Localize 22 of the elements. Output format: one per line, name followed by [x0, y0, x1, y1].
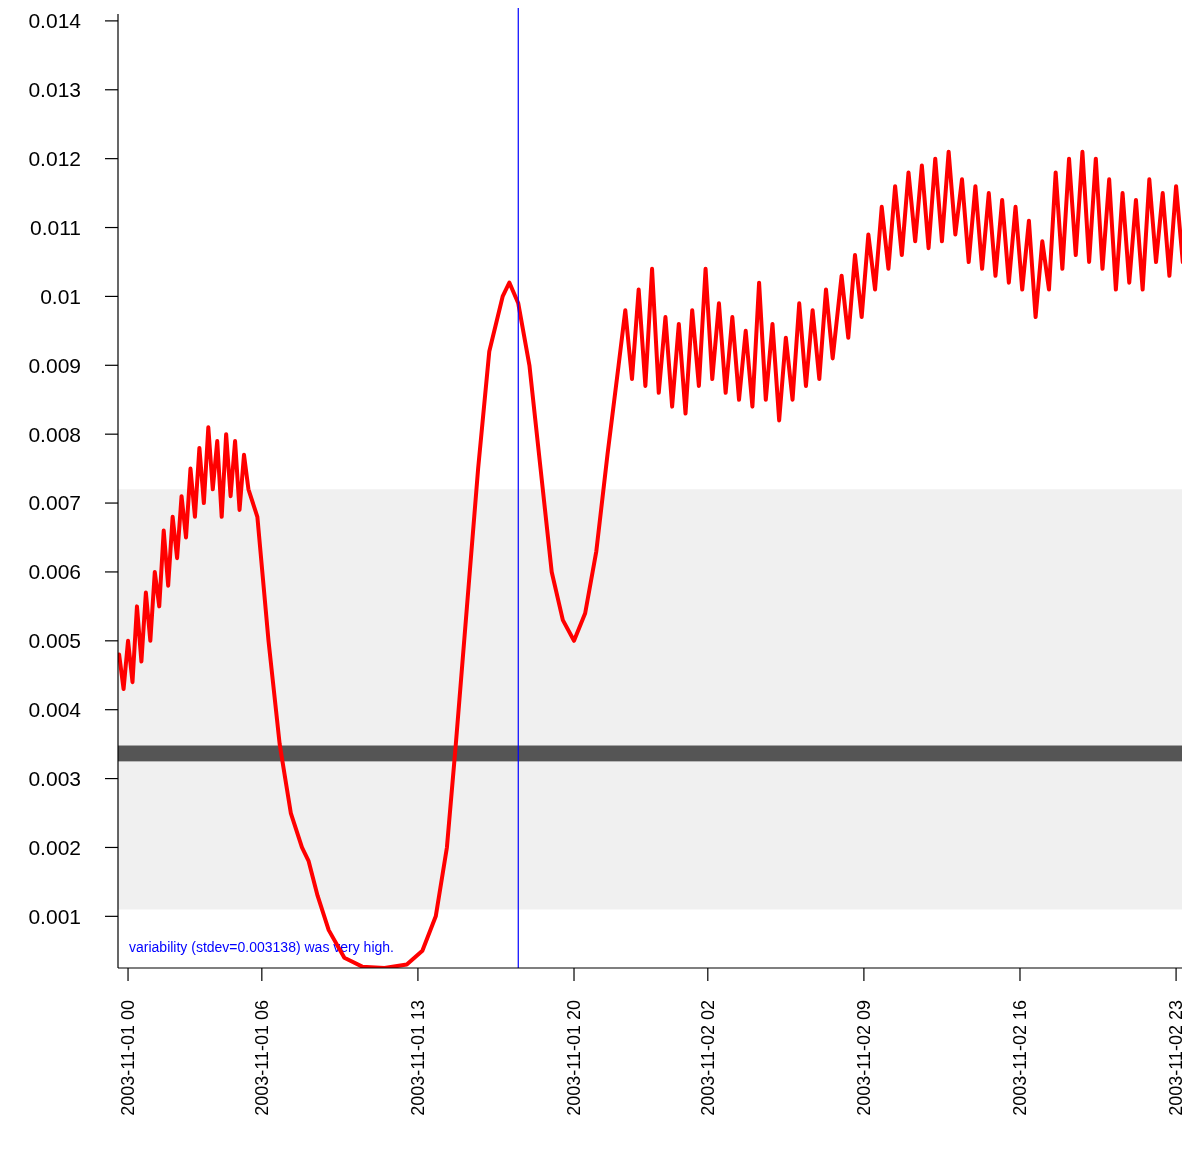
x-tick-label: 2003-11-02 02 — [698, 1000, 719, 1116]
y-tick-label: 0.006 — [28, 560, 81, 584]
y-tick-label: 0.002 — [28, 835, 81, 859]
y-tick-label: 0.004 — [28, 698, 82, 722]
y-tick-label: 0.012 — [28, 147, 81, 170]
x-tick-label: 2003-11-01 06 — [252, 1000, 273, 1116]
x-tick-label: 2003-11-01 00 — [118, 1000, 139, 1116]
y-tick-label: 0.011 — [30, 215, 81, 239]
y-tick-label: 0.003 — [28, 766, 81, 790]
y-tick-label: 0.014 — [28, 9, 82, 33]
y-tick-label: 0.007 — [28, 491, 81, 515]
x-tick-label: 2003-11-01 20 — [564, 1000, 585, 1116]
x-tick-label: 2003-11-01 13 — [408, 1000, 429, 1116]
y-tick-label: 0.008 — [28, 422, 81, 446]
y-tick-label: 0.001 — [28, 904, 81, 928]
y-tick-label: 0.01 — [40, 284, 81, 308]
x-tick-label: 2003-11-02 09 — [854, 1000, 875, 1116]
x-tick-label: 2003-11-02 23 — [1166, 1000, 1187, 1116]
y-tick-label: 0.005 — [28, 629, 81, 653]
x-tick-label: 2003-11-02 16 — [1010, 1000, 1031, 1116]
y-tick-label: 0.013 — [28, 78, 81, 102]
y-tick-label: 0.009 — [28, 353, 81, 377]
